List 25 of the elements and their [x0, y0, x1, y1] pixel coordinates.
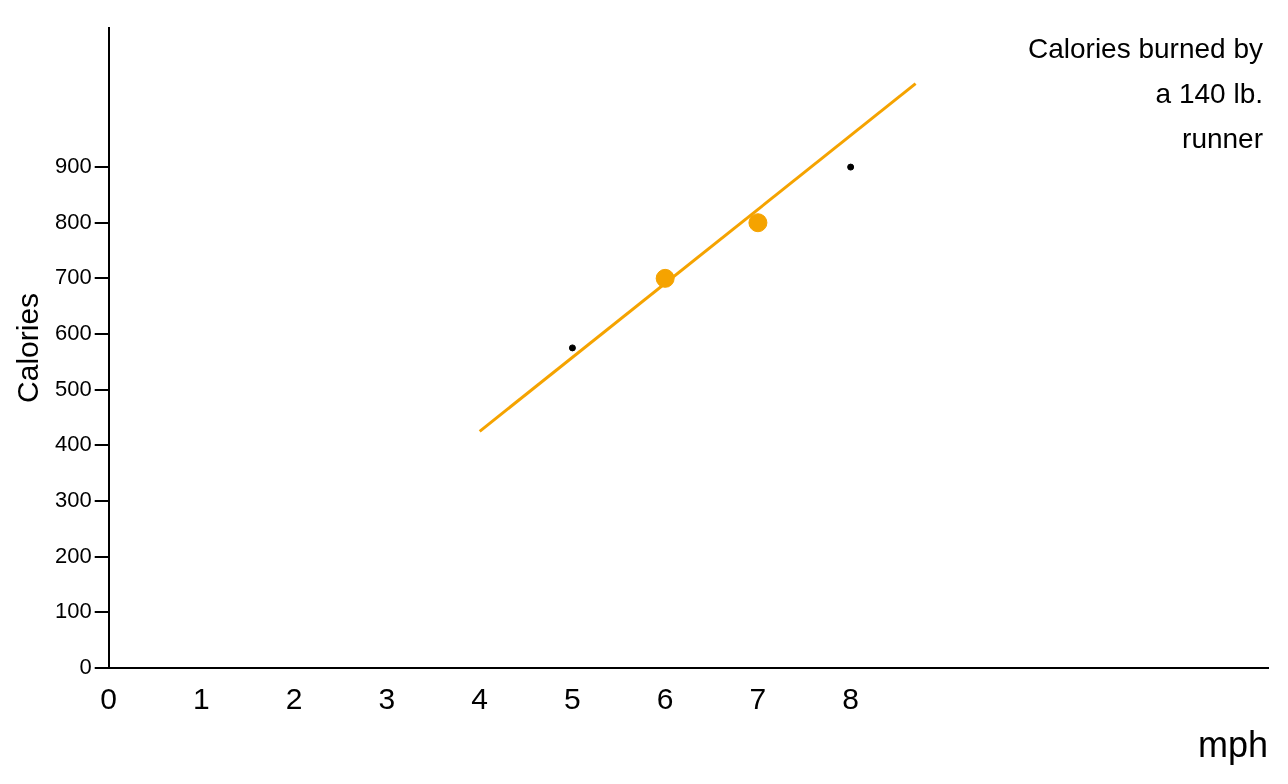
- annotation: Calories burned by a 140 lb. runner: [1027, 33, 1263, 154]
- x-tick-label: 3: [378, 682, 396, 716]
- x-tick-label: 4: [471, 682, 489, 716]
- y-tick-label: 100: [54, 598, 92, 624]
- y-axis-title: Calories: [11, 292, 45, 403]
- x-tick-label: 0: [100, 682, 118, 716]
- y-tick-label: 400: [54, 431, 92, 457]
- y-tick-label: 600: [54, 320, 92, 346]
- point: [748, 213, 768, 233]
- x-tick-label: 2: [285, 682, 303, 716]
- point: [568, 344, 576, 352]
- y-tick-label: 700: [54, 264, 92, 290]
- y-tick-label: 800: [54, 208, 92, 234]
- y-tick-label: 0: [79, 653, 92, 679]
- x-tick-label: 6: [656, 682, 674, 716]
- x-tick-label: 8: [842, 682, 859, 716]
- x-axis-title: mph: [1197, 724, 1268, 766]
- y-tick-label: 900: [54, 153, 92, 179]
- x-tick-label: 1: [193, 682, 210, 716]
- y-tick-label: 500: [54, 375, 92, 401]
- point: [847, 163, 855, 171]
- x-tick-label: 5: [564, 682, 581, 716]
- x-tick-label: 7: [749, 682, 767, 716]
- y-tick-label: 300: [54, 486, 92, 512]
- y-tick-label: 200: [54, 542, 92, 568]
